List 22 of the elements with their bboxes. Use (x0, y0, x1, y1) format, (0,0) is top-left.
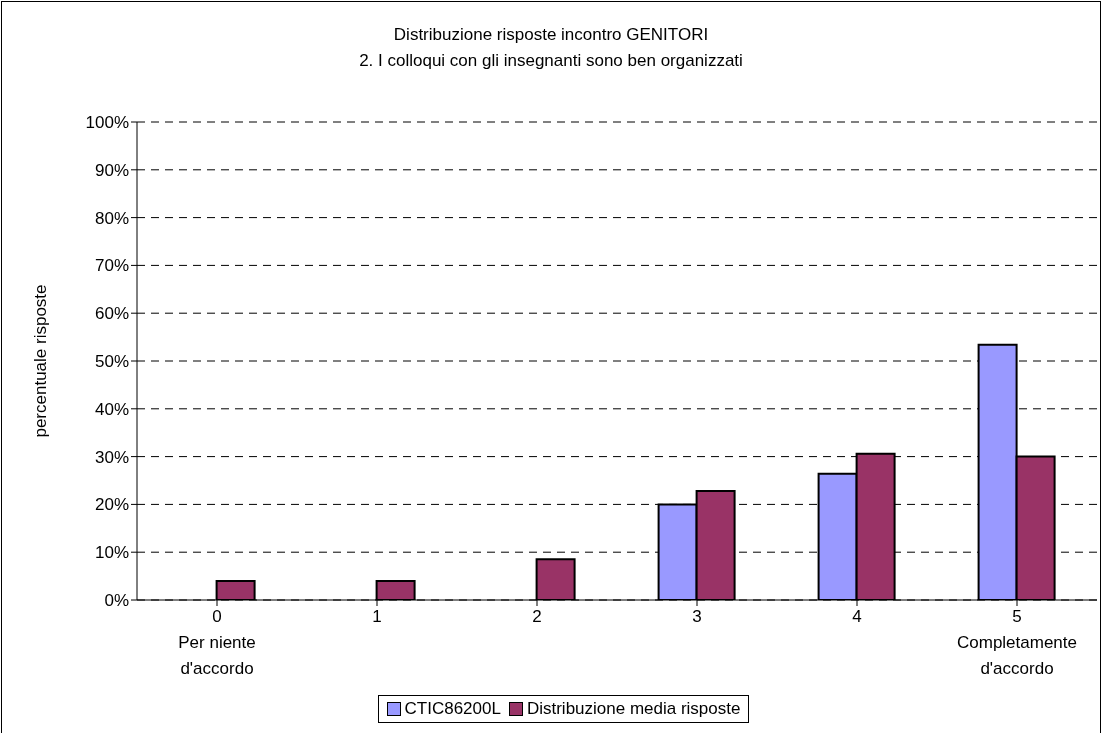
y-tick-label: 20% (94, 495, 129, 515)
x-tick-label: 0 Per niente d'accordo (178, 607, 256, 678)
legend-label: Distribuzione media risposte (525, 699, 741, 719)
x-tick-label: 1 (372, 607, 382, 626)
x-tick-label: 3 (692, 607, 702, 626)
y-axis-title: percentuale risposte (31, 284, 51, 438)
x-tick-label: 5 Completamente d'accordo (956, 607, 1078, 678)
y-tick-label: 40% (94, 399, 129, 419)
legend-label: CTIC86200L (403, 699, 501, 719)
chart-title: Distribuzione risposte incontro GENITORI (392, 24, 710, 46)
y-tick-label: 60% (94, 304, 129, 324)
y-tick-label: 30% (94, 447, 129, 467)
x-tick-label: 4 (852, 607, 862, 626)
y-tick-label: 50% (94, 352, 129, 372)
y-tick-label: 10% (94, 543, 129, 563)
x-tick-label: 2 (532, 607, 542, 626)
chart-subtitle: 2. I colloqui con gli insegnanti sono ben organizzati (358, 50, 744, 72)
y-tick-label: 80% (94, 208, 129, 228)
y-tick-label: 90% (94, 160, 129, 180)
y-tick-label: 0% (104, 591, 129, 611)
y-tick-label: 70% (94, 256, 129, 276)
y-tick-label: 100% (85, 113, 129, 133)
